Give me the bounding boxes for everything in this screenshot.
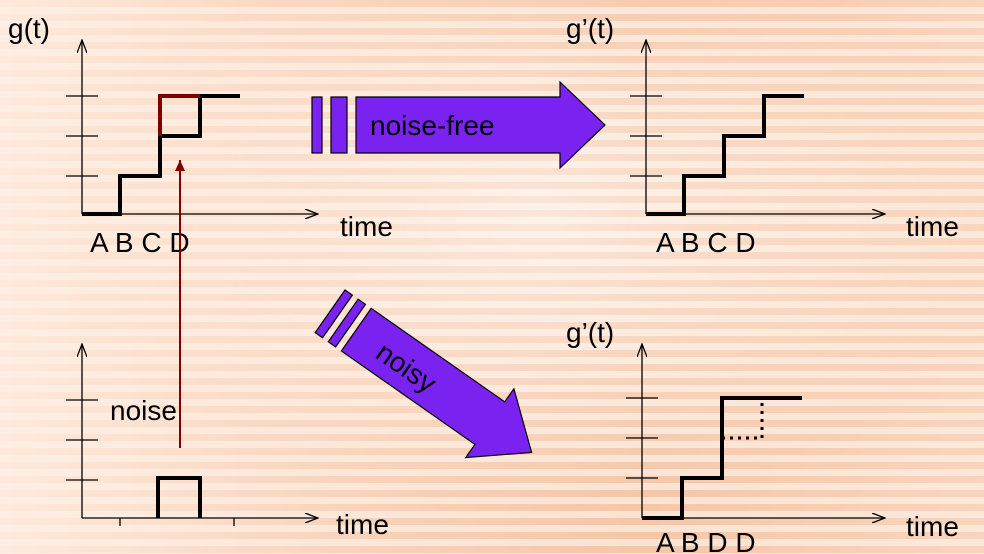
panel-bottom-right: g’(t) time A B D D	[566, 317, 959, 554]
missing-step-dotted	[722, 398, 764, 440]
noisy-arrow: noisy	[314, 289, 533, 459]
noise-free-label: noise-free	[370, 110, 495, 141]
x-axis-label: time	[340, 211, 393, 242]
tick-labels: A B D D	[656, 527, 756, 554]
tick-labels: A B C D	[656, 227, 756, 258]
noise-pulse	[156, 476, 202, 518]
y-axis-label: g’(t)	[566, 317, 614, 348]
panel-bottom-left: noise time	[66, 344, 389, 540]
step-signal	[646, 94, 804, 216]
x-axis-label: time	[336, 509, 389, 540]
noisy-step-highlight	[158, 94, 200, 136]
x-axis-label: time	[906, 511, 959, 542]
panel-top-left: g(t) time A B C D	[8, 13, 393, 258]
y-axis-label: g(t)	[8, 13, 50, 44]
tick-labels: A B C D	[90, 227, 190, 258]
panel-top-right: g’(t) time A B C D	[566, 13, 959, 258]
step-signal	[642, 396, 802, 520]
noise-free-arrow: noise-free	[311, 80, 606, 170]
noise-label: noise	[110, 395, 177, 426]
y-axis-label: g’(t)	[566, 13, 614, 44]
step-signal	[82, 94, 240, 216]
x-axis-label: time	[906, 211, 959, 242]
